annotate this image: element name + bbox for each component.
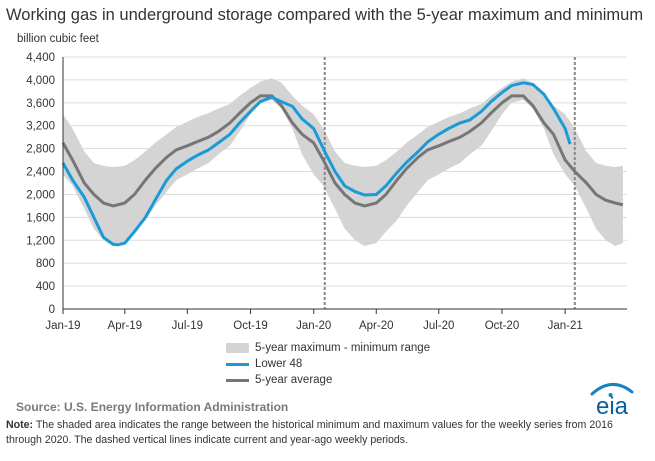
x-tick-labels: Jan-19 Apr-19 Jul-19 Oct-19 Jan-20 Apr-20 Jul-… [45,320,582,332]
y-tick-label: 0 [49,304,55,316]
y-tick-label: 2,400 [26,167,55,179]
legend-item-band: 5-year maximum - minimum range [226,340,430,356]
x-tick-label: Jul-20 [423,320,454,332]
gridlines [63,56,627,287]
x-tick-label: Oct-20 [485,320,520,332]
y-tick-label: 1,200 [26,235,55,247]
legend-item-lower-48: Lower 48 [226,356,430,372]
source-text: Source: U.S. Energy Information Administ… [16,400,289,414]
legend-swatch-average [226,378,249,382]
y-tick-label: 4,400 [26,52,55,64]
legend-swatch-band [226,343,249,353]
x-tick-label: Apr-19 [108,320,143,332]
note-label: Note: [6,419,34,431]
range-band [63,78,623,246]
legend-swatch-lower-48 [226,362,249,366]
x-tick-label: Apr-20 [359,320,394,332]
y-tick-label: 3,200 [26,121,55,133]
x-tick-label: Jan-21 [548,320,583,332]
y-tick-label: 400 [36,281,55,293]
y-tick-label: 800 [36,258,55,270]
chart-title: Working gas in underground storage compa… [6,6,644,24]
x-tick-label: Oct-19 [233,320,268,332]
axes [62,57,627,314]
legend-label-band: 5-year maximum - minimum range [255,342,431,354]
legend-label-average: 5-year average [255,374,333,386]
y-tick-label: 2,800 [26,144,55,156]
series-line-lower-48 [61,81,572,247]
dashed-vlines [323,57,576,309]
y-tick-label: 3,600 [26,98,55,110]
note-body: The shaded area indicates the range betw… [6,419,613,446]
y-tick-label: 2,000 [26,189,55,201]
x-tick-label: Jan-20 [296,320,331,332]
x-tick-label: Jan-19 [45,320,80,332]
y-tick-labels: 0 400 800 1,200 1,600 2,000 2,400 2,800 3,200 3,6… [26,52,55,316]
note-text: Note: The shaded area indicates the rang… [6,418,646,448]
y-tick-label: 1,600 [26,212,55,224]
logo-text: eia [596,393,629,418]
y-axis-label: billion cubic feet [17,33,99,45]
series-line-5yr-average [61,94,624,208]
x-tick-label: Jul-19 [172,320,203,332]
legend: 5-year maximum - minimum range Lower 48 … [226,340,430,388]
eia-logo-icon: eia [590,383,634,418]
legend-label-lower-48: Lower 48 [255,358,303,370]
y-tick-label: 4,000 [26,75,55,87]
legend-item-average: 5-year average [226,372,430,388]
